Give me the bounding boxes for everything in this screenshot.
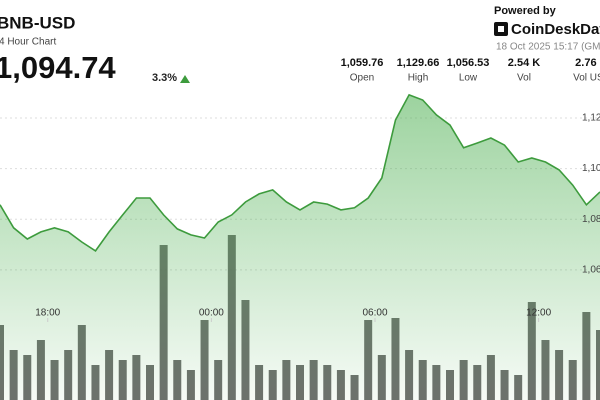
powered-by: Powered by	[494, 5, 557, 17]
stat-value: 1,056.53	[447, 57, 490, 69]
timestamp: 18 Oct 2025 15:17 (GMT)	[496, 42, 600, 53]
stat-value: 2.54 K	[508, 57, 540, 69]
change: 3.3%	[152, 72, 177, 84]
stat-value: 2.76 M	[575, 57, 600, 69]
subtitle: 4 Hour Chart	[0, 37, 56, 48]
x-tick-label: 00:00	[199, 308, 224, 319]
x-tick-label: 18:00	[35, 308, 60, 319]
stat-label: Open	[350, 73, 374, 84]
y-tick-label: 1,060	[582, 265, 600, 276]
stat-label: Vol USD	[573, 73, 600, 84]
logo-icon-inner	[498, 26, 504, 32]
price-line	[0, 93, 600, 252]
stat-label: Vol	[517, 73, 531, 84]
x-tick-label: 12:00	[526, 308, 551, 319]
y-tick-label: 1,120	[582, 113, 600, 124]
stat-label: High	[408, 73, 429, 84]
y-tick-label: 1,080	[582, 214, 600, 225]
title: BNB-USD	[0, 13, 75, 32]
stat-value: 1,129.66	[397, 57, 440, 69]
stat-value: 1,059.76	[341, 57, 384, 69]
price: 1,094.74	[0, 50, 116, 85]
source: CoinDeskData	[511, 21, 600, 38]
y-tick-label: 1,100	[582, 163, 600, 174]
x-tick-label: 06:00	[362, 308, 387, 319]
price-area	[0, 94, 600, 400]
up-arrow	[180, 75, 190, 83]
stat-label: Low	[459, 73, 478, 84]
